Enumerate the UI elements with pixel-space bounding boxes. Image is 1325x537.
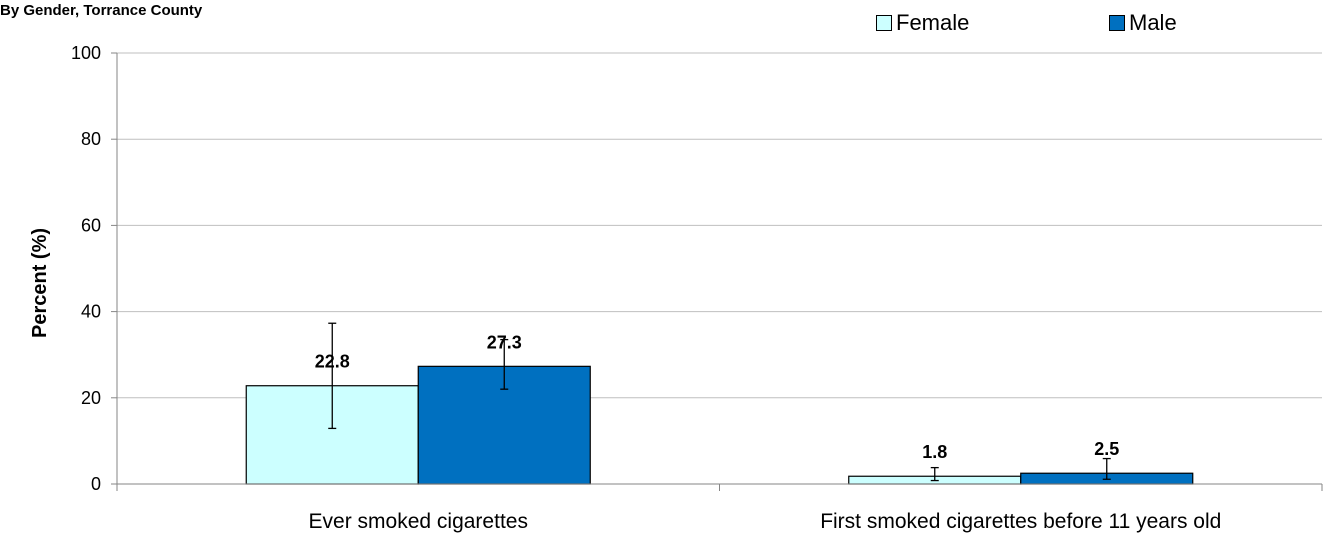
chart-title: By Gender, Torrance County	[0, 2, 203, 19]
data-label: 27.3	[487, 332, 522, 352]
error-bars	[328, 322, 1111, 482]
bars	[245, 365, 1194, 485]
labels: 0 20 40 60 80 100 22.8 27.3 Ever smoked cigarett…	[71, 43, 1221, 533]
y-tick-label: 40	[81, 302, 101, 322]
legend-swatch-female	[876, 15, 892, 31]
x-category-label: First smoked cigarettes before 11 years …	[820, 510, 1221, 533]
data-label: 2.5	[1094, 439, 1119, 459]
x-category-label: Ever smoked cigarettes	[309, 510, 528, 533]
legend: Female Male	[876, 10, 1325, 36]
gridlines	[117, 52, 1322, 399]
y-tick-label: 80	[81, 129, 101, 149]
y-tick-label: 100	[71, 43, 101, 63]
legend-label-male: Male	[1129, 10, 1177, 35]
y-tick-label: 0	[91, 474, 101, 494]
y-tick-label: 60	[81, 215, 101, 235]
data-label: 22.8	[315, 352, 350, 372]
y-tick-label: 20	[81, 388, 101, 408]
y-axis-title: Percent (%)	[29, 228, 51, 338]
legend-item-male: Male	[1109, 10, 1325, 36]
legend-label-female: Female	[896, 10, 970, 35]
axes	[111, 52, 1323, 491]
legend-swatch-male	[1109, 15, 1125, 31]
legend-item-female: Female	[876, 10, 1109, 36]
data-label: 1.8	[922, 442, 947, 462]
